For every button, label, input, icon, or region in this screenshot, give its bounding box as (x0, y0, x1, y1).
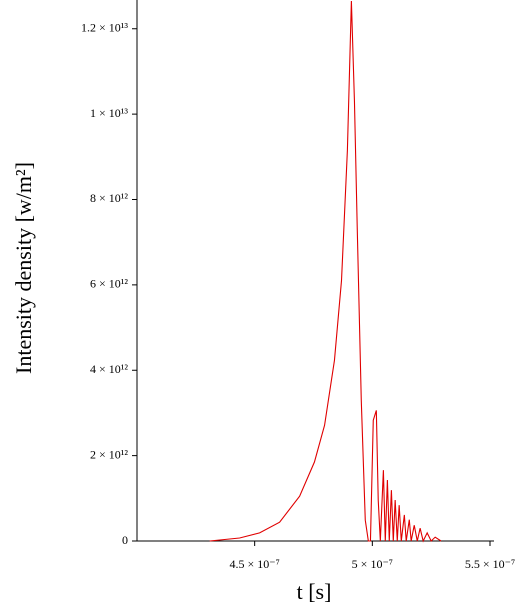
x-tick-label: 4.5 × 10⁻⁷ (230, 557, 280, 571)
y-tick-label: 0 (122, 533, 128, 547)
y-tick-label: 1.2 × 10¹³ (81, 20, 128, 34)
y-tick-label: 2 × 10¹² (90, 447, 128, 461)
y-tick-label: 1 × 10¹³ (90, 106, 128, 120)
y-tick-label: 6 × 10¹² (90, 277, 128, 291)
x-axis-title: t [s] (297, 579, 332, 604)
x-tick-label: 5.5 × 10⁻⁷ (465, 557, 515, 571)
y-tick-label: 4 × 10¹² (90, 362, 128, 376)
data-line (209, 0, 442, 543)
x-tick-label: 5 × 10⁻⁷ (352, 557, 393, 571)
y-axis-title: Intensity density [w/m²] (11, 162, 36, 374)
y-tick-label: 8 × 10¹² (90, 191, 128, 205)
